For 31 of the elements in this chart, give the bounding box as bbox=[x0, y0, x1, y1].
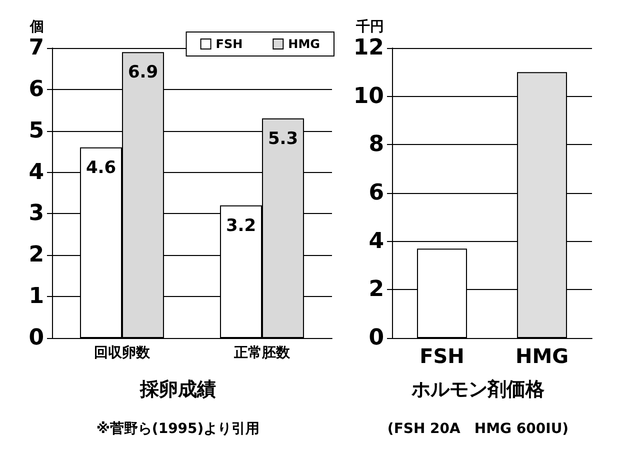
text: 採卵成績 bbox=[139, 378, 216, 400]
legend-label: HMG bbox=[288, 37, 320, 51]
x-tick-label: FSH bbox=[420, 344, 464, 368]
text: ※菅野ら(1995)より引用 bbox=[96, 421, 260, 437]
text: (FSH 20A HMG 600IU) bbox=[387, 421, 569, 437]
y-tick-label: 6 bbox=[368, 180, 384, 206]
y-tick-label: 4 bbox=[28, 160, 44, 185]
y-tick-label: 10 bbox=[353, 84, 384, 109]
y-tick-label: 5 bbox=[28, 118, 44, 144]
data-label: 6.9 bbox=[128, 62, 158, 83]
x-tick-label: 回収卵数 bbox=[94, 345, 151, 361]
x-tick-label: HMG bbox=[515, 344, 569, 368]
y-tick-label: 0 bbox=[368, 326, 384, 350]
y-tick-label: 4 bbox=[368, 228, 384, 254]
y-tick-label: 6 bbox=[28, 76, 44, 102]
y-axis-title: 千円 bbox=[355, 18, 384, 35]
y-tick-label: 1 bbox=[28, 284, 44, 310]
y-tick-label: 7 bbox=[28, 36, 44, 60]
y-tick-label: 3 bbox=[28, 201, 44, 226]
data-label: 4.6 bbox=[86, 158, 116, 178]
x-tick-label: 正常胚数 bbox=[233, 345, 291, 361]
y-tick-label: 8 bbox=[368, 132, 384, 158]
text: ホルモン剤価格 bbox=[410, 378, 546, 400]
y-tick-label: 2 bbox=[28, 242, 44, 268]
y-tick-label: 12 bbox=[353, 36, 384, 60]
y-axis-title: 個 bbox=[29, 19, 44, 35]
y-tick-label: 2 bbox=[368, 277, 384, 302]
data-label: 5.3 bbox=[268, 128, 298, 149]
y-tick-label: 0 bbox=[28, 326, 44, 350]
legend-label: FSH bbox=[216, 37, 243, 51]
data-label: 3.2 bbox=[226, 216, 256, 236]
